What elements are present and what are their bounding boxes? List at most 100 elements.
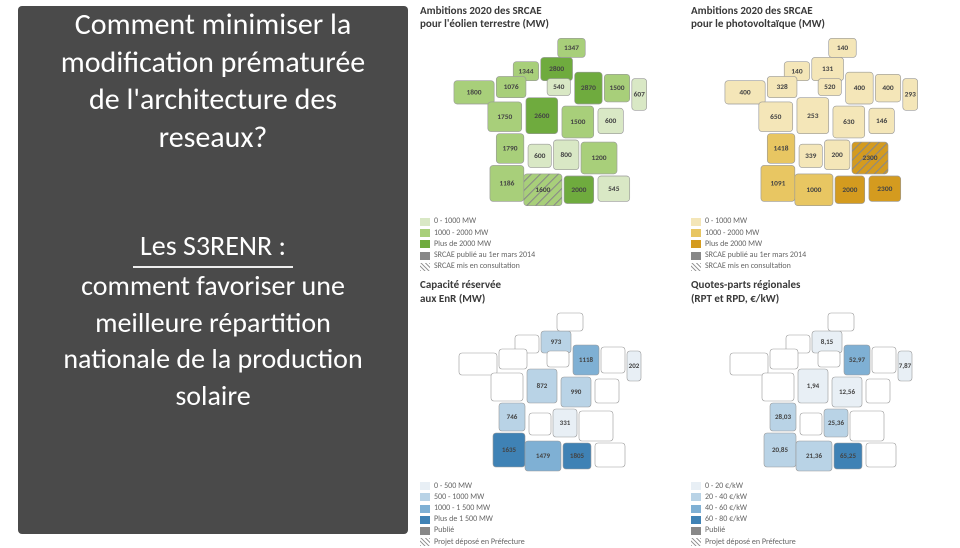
legend-swatch <box>691 482 701 490</box>
legend-capacity: 0 - 500 MW500 - 1000 MW1000 - 1 500 MWPl… <box>420 481 679 548</box>
region-label-nord: 140 <box>837 43 849 52</box>
region-label-poitou: 1418 <box>774 144 789 153</box>
left-dark-panel: Comment minimiser la modification prémat… <box>18 6 408 534</box>
legend-swatch <box>691 229 701 237</box>
map-pv-title: Ambitions 2020 des SRCAEpour le photovol… <box>691 4 950 30</box>
region-label-rhone-alpes: 1200 <box>591 153 606 162</box>
legend-swatch <box>420 229 430 237</box>
region-label-bretagne: 400 <box>739 88 751 97</box>
legend-label: 0 - 500 MW <box>434 481 472 492</box>
region-basse-normandie <box>770 349 798 369</box>
region-label-midi-pyrenees: 1600 <box>535 185 550 194</box>
region-label-basse-normandie: 1076 <box>504 83 519 92</box>
legend-swatch <box>691 240 701 248</box>
region-label-midi-pyrenees: 1479 <box>536 451 551 460</box>
legend-quote: 0 - 20 €/kW20 - 40 €/kW40 - 60 €/kW60 - … <box>691 481 950 548</box>
region-pays-loire <box>491 373 523 401</box>
legend-item: 60 - 80 €/kW <box>691 514 950 525</box>
legend-label: 1000 - 2000 MW <box>705 228 759 239</box>
map-quote: Quotes-parts régionales(RPT et RPD, €/kW… <box>691 278 950 548</box>
region-lorraine <box>601 347 625 373</box>
legend-swatch <box>420 538 430 546</box>
legend-label: 0 - 1000 MW <box>705 216 747 227</box>
region-pays-loire <box>762 373 794 401</box>
legend-item: SRCAE mis en consultation <box>420 261 679 272</box>
legend-swatch <box>691 527 701 535</box>
region-label-pays-loire: 1750 <box>497 112 512 121</box>
legend-item: SRCAE publié au 1er mars 2014 <box>420 250 679 261</box>
legend-wind: 0 - 1000 MW1000 - 2000 MWPlus de 2000 MW… <box>420 216 679 272</box>
region-limousin <box>529 413 551 435</box>
legend-label: 0 - 1000 MW <box>434 216 476 227</box>
region-label-aquitaine: 1091 <box>770 179 785 188</box>
region-label-bourgogne: 12,56 <box>839 387 855 396</box>
legend-item: Plus de 1 500 MW <box>420 514 679 525</box>
question-2-title: Les S3RENR : <box>18 228 408 264</box>
legend-swatch <box>420 240 430 248</box>
legend-swatch <box>420 527 430 535</box>
region-label-centre: 1,94 <box>807 381 820 390</box>
map-quote-title: Quotes-parts régionales(RPT et RPD, €/kW… <box>691 278 950 304</box>
region-nord <box>557 313 583 331</box>
region-label-auvergne: 800 <box>561 150 573 159</box>
map-pv-svg: 1401311405204004002934003286502536301461… <box>691 32 941 212</box>
legend-swatch <box>420 263 430 271</box>
legend-item: Publié <box>691 525 950 536</box>
region-bretagne <box>730 353 768 375</box>
legend-swatch <box>420 505 430 513</box>
region-label-champagne: 2870 <box>581 84 596 93</box>
region-label-alsace: 293 <box>905 90 917 99</box>
region-label-paca: 545 <box>608 184 620 193</box>
legend-swatch <box>691 263 701 271</box>
legend-item: Projet déposé en Préfecture <box>691 537 950 548</box>
region-rhone-alpes <box>850 411 884 441</box>
region-label-ile-de-france: 540 <box>553 83 565 92</box>
legend-swatch <box>420 493 430 501</box>
region-nord <box>828 313 854 331</box>
region-label-bourgogne: 1500 <box>570 117 585 126</box>
region-label-franche-comte: 146 <box>876 116 888 125</box>
legend-item: 1000 - 2000 MW <box>691 228 950 239</box>
legend-label: Plus de 2000 MW <box>705 239 762 250</box>
region-label-languedoc: 65,25 <box>840 451 856 460</box>
legend-item: Plus de 2000 MW <box>420 239 679 250</box>
region-label-auvergne: 25,36 <box>828 418 844 427</box>
region-label-nord: 1347 <box>564 43 579 52</box>
legend-label: 1000 - 2000 MW <box>434 228 488 239</box>
region-label-picardie: 131 <box>822 65 834 74</box>
region-rhone-alpes <box>579 411 613 441</box>
legend-item: SRCAE mis en consultation <box>691 261 950 272</box>
region-label-picardie: 8,15 <box>821 337 834 346</box>
legend-swatch <box>691 218 701 226</box>
region-label-alsace: 202 <box>629 361 640 370</box>
region-label-midi-pyrenees: 21,36 <box>806 451 822 460</box>
legend-item: 0 - 1000 MW <box>420 216 679 227</box>
region-label-ile-de-france: 520 <box>824 83 836 92</box>
region-label-languedoc: 1805 <box>570 451 585 460</box>
region-label-lorraine: 1500 <box>609 84 624 93</box>
region-franche-comte <box>595 379 619 403</box>
legend-label: Projet déposé en Préfecture <box>434 537 525 548</box>
region-limousin <box>800 413 822 435</box>
region-label-poitou: 746 <box>507 412 518 421</box>
region-label-poitou: 1790 <box>503 144 518 153</box>
legend-swatch <box>691 538 701 546</box>
legend-label: SRCAE mis en consultation <box>705 261 791 272</box>
legend-label: Publié <box>705 525 725 536</box>
legend-label: 1000 - 1 500 MW <box>434 503 490 514</box>
region-label-picardie: 2800 <box>549 65 564 74</box>
legend-label: Plus de 2000 MW <box>434 239 491 250</box>
region-label-aquitaine: 1635 <box>502 445 517 454</box>
region-label-champagne: 52,97 <box>849 355 865 364</box>
region-label-auvergne: 200 <box>832 150 844 159</box>
legend-label: 0 - 20 €/kW <box>705 481 743 492</box>
region-basse-normandie <box>499 349 527 369</box>
legend-swatch <box>691 516 701 524</box>
region-label-centre: 253 <box>807 111 819 120</box>
region-label-picardie: 973 <box>551 337 562 346</box>
region-ile-de-france <box>818 351 840 367</box>
region-label-basse-normandie: 328 <box>776 83 788 92</box>
region-label-centre: 2600 <box>534 111 549 120</box>
region-franche-comte <box>866 379 890 403</box>
legend-item: 0 - 20 €/kW <box>691 481 950 492</box>
